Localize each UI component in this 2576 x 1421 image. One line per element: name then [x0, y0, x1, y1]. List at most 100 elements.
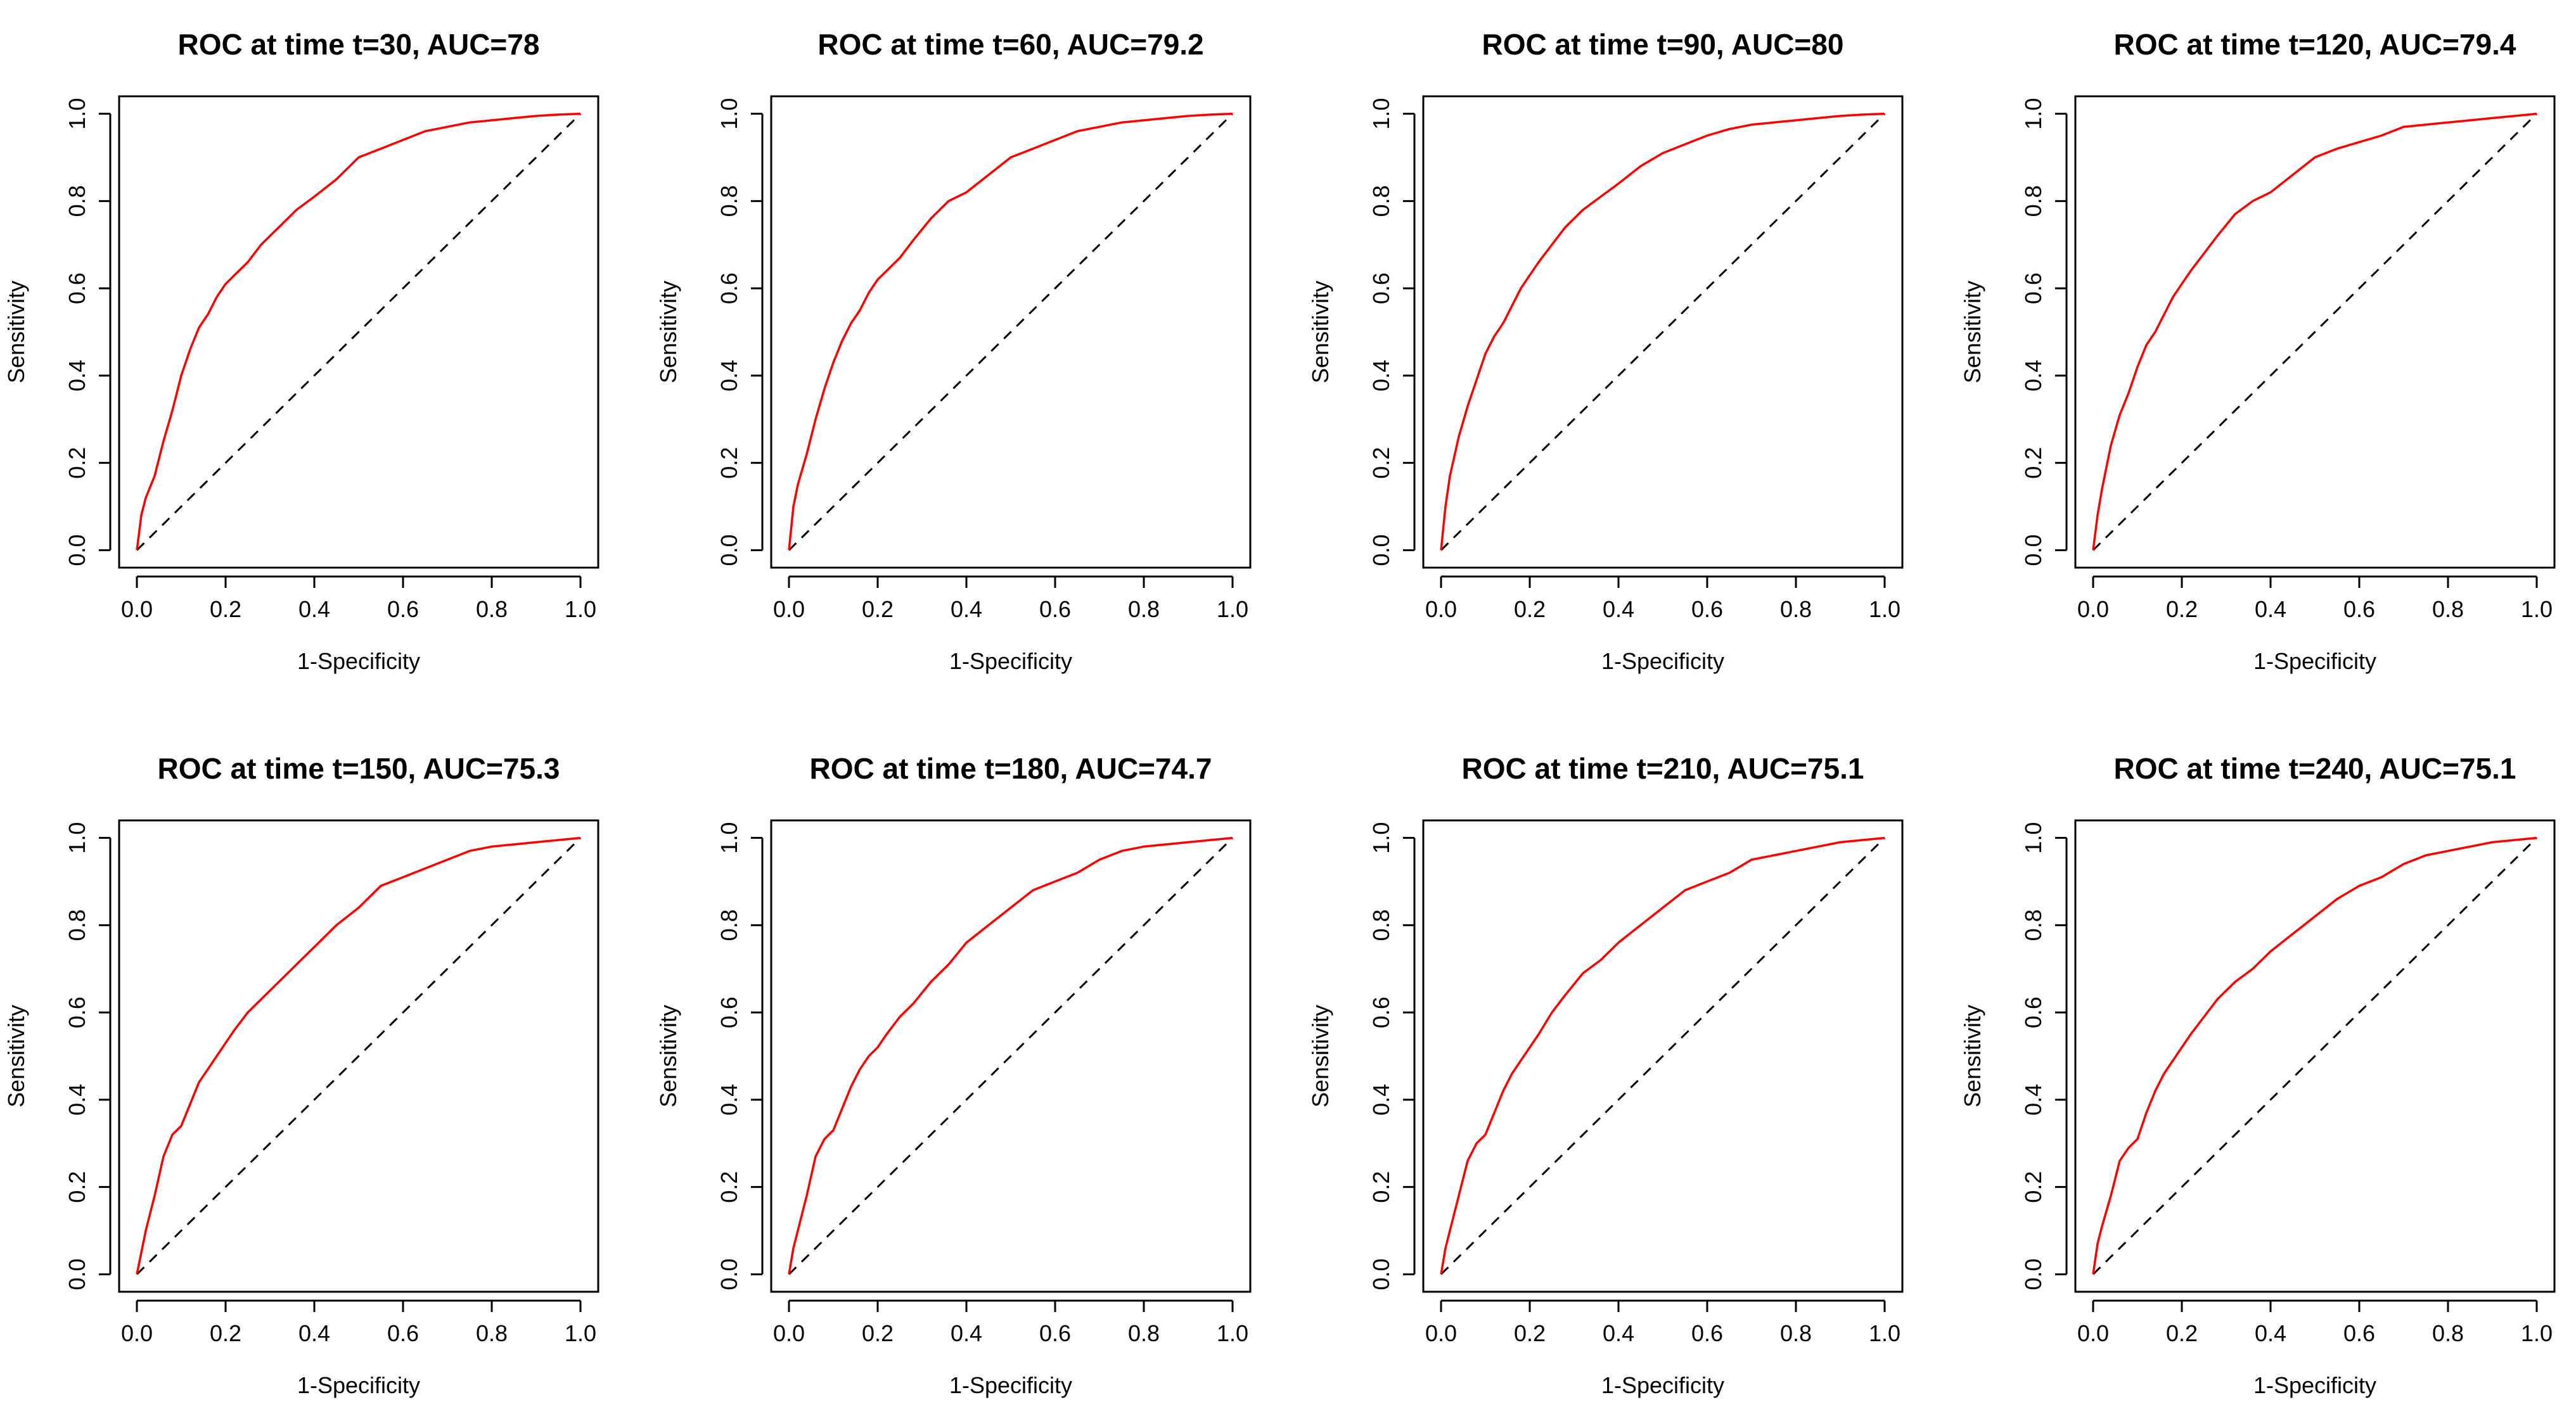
- y-tick-label: 1.0: [1368, 822, 1394, 854]
- y-tick-label: 0.6: [2020, 272, 2046, 304]
- y-tick-label: 1.0: [716, 822, 742, 854]
- reference-diagonal-line: [788, 837, 1234, 1275]
- y-tick-label: 0.8: [64, 909, 90, 941]
- y-tick-label: 0.4: [1368, 1084, 1394, 1116]
- x-axis-label: 1-Specificity: [949, 648, 1072, 674]
- y-tick-label: 0.2: [64, 447, 90, 479]
- y-tick-label: 0.6: [716, 272, 742, 304]
- chart-title: ROC at time t=180, AUC=74.7: [810, 752, 1212, 785]
- y-tick-label: 0.8: [1368, 909, 1394, 941]
- y-tick-label: 0.0: [64, 534, 90, 566]
- y-tick-label: 0.4: [64, 360, 90, 392]
- chart-title: ROC at time t=240, AUC=75.1: [2114, 752, 2516, 785]
- roc-panel: ROC at time t=90, AUC=80 0.0 0.2 0.4 0.6 0.8 1…: [1307, 28, 1904, 674]
- plot-area-border: [118, 819, 599, 1293]
- y-tick-label: 0.2: [2020, 447, 2046, 479]
- roc-panel: ROC at time t=60, AUC=79.2 0.0 0.2 0.4 0.6 0.…: [655, 28, 1252, 674]
- x-tick-label: 0.6: [1039, 596, 1071, 622]
- roc-panel: ROC at time t=120, AUC=79.4 0.0 0.2 0.4 0.6 0…: [1959, 28, 2556, 674]
- reference-diagonal-line: [1440, 837, 1886, 1275]
- y-tick-label: 0.0: [1368, 1258, 1394, 1290]
- roc-panel: ROC at time t=240, AUC=75.1 0.0 0.2 0.4 0.6 0…: [1959, 752, 2556, 1398]
- y-tick-label: 0.0: [2020, 534, 2046, 566]
- chart-title: ROC at time t=210, AUC=75.1: [1462, 752, 1864, 785]
- plot-area-border: [1422, 95, 1904, 569]
- x-tick-label: 1.0: [565, 1320, 596, 1346]
- x-tick-label: 0.8: [1128, 1320, 1160, 1346]
- x-tick-label: 0.8: [2432, 1320, 2464, 1346]
- x-tick-label: 0.0: [1425, 596, 1457, 622]
- y-tick-label: 0.8: [2020, 185, 2046, 217]
- x-axis-label: 1-Specificity: [2253, 1372, 2376, 1398]
- x-tick-label: 0.6: [387, 596, 419, 622]
- x-tick-label: 0.6: [1691, 1320, 1723, 1346]
- roc-curve-line: [788, 112, 1233, 551]
- x-tick-label: 0.4: [1603, 596, 1634, 622]
- x-tick-label: 0.0: [121, 1320, 153, 1346]
- x-tick-label: 0.8: [1780, 1320, 1812, 1346]
- x-tick-label: 0.6: [2343, 596, 2375, 622]
- plot-area-border: [2074, 819, 2556, 1293]
- y-tick-label: 1.0: [716, 98, 742, 130]
- x-tick-label: 0.2: [2166, 596, 2198, 622]
- roc-panel: ROC at time t=150, AUC=75.3 0.0 0.2 0.4 0.6 0…: [3, 752, 599, 1398]
- y-tick-label: 0.4: [2020, 360, 2046, 392]
- x-tick-label: 1.0: [1217, 1320, 1248, 1346]
- y-tick-label: 0.2: [716, 447, 742, 479]
- x-tick-label: 0.4: [951, 596, 982, 622]
- x-tick-label: 0.8: [1128, 596, 1160, 622]
- x-tick-label: 1.0: [1869, 1320, 1900, 1346]
- roc-curve-line: [2092, 112, 2537, 551]
- x-tick-label: 0.8: [2432, 596, 2464, 622]
- x-tick-label: 0.0: [2077, 1320, 2109, 1346]
- y-tick-label: 0.6: [1368, 272, 1394, 304]
- x-tick-label: 0.6: [387, 1320, 419, 1346]
- y-tick-label: 0.2: [2020, 1171, 2046, 1203]
- y-axis-label: Sensitivity: [655, 1005, 681, 1107]
- reference-diagonal-line: [136, 837, 582, 1275]
- x-tick-label: 0.8: [476, 1320, 508, 1346]
- roc-curve-line: [1440, 112, 1885, 551]
- x-tick-label: 0.4: [298, 596, 330, 622]
- x-tick-label: 1.0: [1217, 596, 1248, 622]
- chart-title: ROC at time t=120, AUC=79.4: [2114, 28, 2516, 61]
- y-tick-label: 0.8: [2020, 909, 2046, 941]
- x-tick-label: 0.6: [1039, 1320, 1071, 1346]
- roc-panel: ROC at time t=180, AUC=74.7 0.0 0.2 0.4 0.6 0…: [655, 752, 1252, 1398]
- y-tick-label: 0.6: [64, 997, 90, 1028]
- y-tick-label: 0.6: [64, 272, 90, 304]
- plot-area-border: [770, 819, 1252, 1293]
- y-tick-label: 0.8: [1368, 185, 1394, 217]
- x-tick-label: 1.0: [2521, 596, 2553, 622]
- y-axis-label: Sensitivity: [1307, 1005, 1333, 1107]
- chart-panels: ROC at time t=30, AUC=78 0.0 0.2 0.4 0.6 0.8 1…: [3, 28, 2556, 1398]
- x-axis-label: 1-Specificity: [1601, 1372, 1724, 1398]
- roc-curve-line: [1440, 836, 1885, 1275]
- x-tick-label: 0.0: [121, 596, 153, 622]
- y-tick-label: 0.8: [64, 185, 90, 217]
- roc-curve-line: [788, 836, 1233, 1275]
- x-tick-label: 0.4: [951, 1320, 982, 1346]
- roc-panel: ROC at time t=210, AUC=75.1 0.0 0.2 0.4 0.6 0…: [1307, 752, 1904, 1398]
- y-tick-label: 0.0: [716, 1258, 742, 1290]
- reference-diagonal-line: [1440, 113, 1886, 551]
- x-tick-label: 0.6: [2343, 1320, 2375, 1346]
- roc-panel: ROC at time t=30, AUC=78 0.0 0.2 0.4 0.6 0.8 1…: [3, 28, 599, 674]
- y-axis-label: Sensitivity: [1959, 281, 1985, 383]
- x-tick-label: 1.0: [1869, 596, 1900, 622]
- y-axis-label: Sensitivity: [1959, 1005, 1985, 1107]
- roc-curve-line: [136, 836, 581, 1275]
- plot-area-border: [2074, 95, 2556, 569]
- y-tick-label: 0.4: [1368, 360, 1394, 392]
- reference-diagonal-line: [788, 113, 1234, 551]
- y-tick-label: 0.2: [1368, 1171, 1394, 1203]
- y-tick-label: 0.0: [1368, 534, 1394, 566]
- x-axis-label: 1-Specificity: [297, 1372, 420, 1398]
- y-tick-label: 0.4: [64, 1084, 90, 1116]
- reference-diagonal-line: [2092, 113, 2538, 551]
- x-tick-label: 0.6: [1691, 596, 1723, 622]
- x-tick-label: 0.8: [1780, 596, 1812, 622]
- roc-curve-line: [136, 112, 581, 551]
